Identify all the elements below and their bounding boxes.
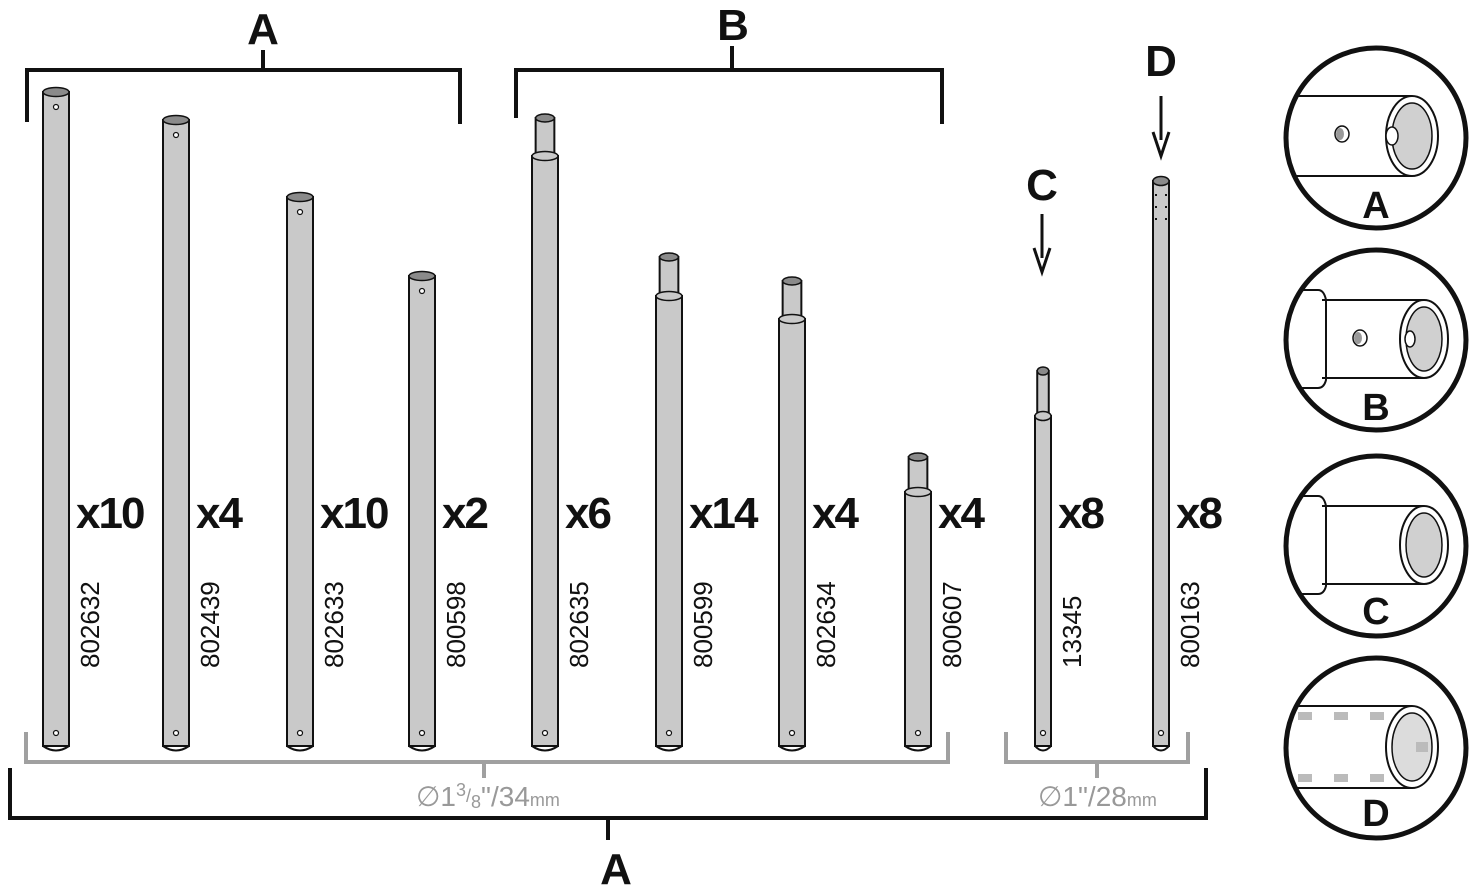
pole-hole bbox=[52, 103, 60, 111]
quantity-label: x14 bbox=[689, 489, 759, 538]
pole-body bbox=[778, 318, 806, 747]
quantity-label: x8 bbox=[1176, 489, 1222, 538]
detail-a-label: A bbox=[1362, 185, 1389, 227]
arrow-d-label: D bbox=[1145, 37, 1177, 86]
pole-hole bbox=[418, 287, 426, 295]
pole-800607 bbox=[904, 452, 932, 752]
part-number-label: 13345 bbox=[1057, 596, 1087, 668]
pole-body bbox=[904, 491, 932, 747]
pole-hole bbox=[52, 729, 60, 737]
pole-body bbox=[1034, 415, 1052, 747]
diameter-symbol-icon: ∅ bbox=[416, 781, 440, 812]
pole-hole bbox=[418, 729, 426, 737]
top-bracket-b-label: B bbox=[717, 1, 749, 50]
quantity-label: x10 bbox=[76, 489, 144, 538]
pole-hole bbox=[541, 729, 549, 737]
arrow-down-icon bbox=[1151, 131, 1171, 161]
top-bracket-a-label: A bbox=[247, 5, 279, 54]
quantity-label: x10 bbox=[320, 489, 388, 538]
detail-d-label: D bbox=[1362, 793, 1389, 835]
pole-body bbox=[286, 196, 314, 747]
top-bracket-b: B bbox=[514, 1, 944, 124]
pole-body bbox=[1152, 180, 1170, 747]
arrow-c: C bbox=[1026, 161, 1058, 277]
pole-hole bbox=[1039, 729, 1047, 737]
bottom-bracket-a: A bbox=[8, 768, 1208, 886]
diameter-small-label: ∅1"/28mm bbox=[1038, 781, 1157, 812]
detail-c: C bbox=[1283, 453, 1469, 639]
diameter-bracket-large: ∅13/8"/34mm bbox=[24, 732, 950, 812]
pole-hole bbox=[788, 729, 796, 737]
detail-c-label: C bbox=[1362, 591, 1389, 633]
part-number-label: 802633 bbox=[319, 581, 349, 668]
pole-body bbox=[42, 91, 70, 747]
pole-hole bbox=[296, 729, 304, 737]
detail-a: A bbox=[1283, 45, 1469, 231]
quantity-label: x6 bbox=[565, 489, 610, 538]
pole-hole bbox=[914, 729, 922, 737]
pole-hole bbox=[1157, 729, 1165, 737]
diameter-bracket-small: ∅1"/28mm bbox=[1004, 732, 1190, 812]
poles-group bbox=[42, 86, 1170, 752]
pole-13345 bbox=[1034, 366, 1052, 752]
part-number-label: 802439 bbox=[195, 581, 225, 668]
pole-802633 bbox=[286, 191, 314, 752]
bottom-bracket-a-label: A bbox=[600, 845, 632, 886]
quantity-label: x4 bbox=[938, 489, 985, 538]
pole-802635 bbox=[531, 113, 559, 752]
part-number-label: 800598 bbox=[441, 581, 471, 668]
diameter-symbol-icon: ∅ bbox=[1038, 781, 1062, 812]
quantity-label: x4 bbox=[196, 489, 243, 538]
pole-body bbox=[531, 155, 559, 747]
part-number-label: 800163 bbox=[1175, 581, 1205, 668]
quantity-labels: x10 x4 x10 x2 x6 x14 x4 x4 x8 x8 bbox=[76, 489, 1224, 538]
detail-d: D bbox=[1283, 655, 1469, 841]
part-number-labels: 802632 802439 802633 800598 802635 800599 8026… bbox=[75, 581, 1205, 668]
pole-body bbox=[655, 295, 683, 747]
diameter-large-label: ∅13/8"/34mm bbox=[416, 780, 560, 812]
tube-end-with-slots-icon bbox=[1288, 705, 1439, 789]
part-number-label: 800599 bbox=[688, 581, 718, 668]
pole-hole bbox=[665, 729, 673, 737]
part-number-label: 802634 bbox=[811, 581, 841, 668]
arrow-down-icon bbox=[1032, 247, 1052, 277]
quantity-label: x8 bbox=[1058, 489, 1104, 538]
pole-800598 bbox=[408, 270, 436, 752]
pole-800599 bbox=[655, 252, 683, 752]
pole-800163 bbox=[1152, 175, 1170, 752]
detail-b-label: B bbox=[1362, 387, 1389, 429]
pole-802439 bbox=[162, 114, 190, 752]
pole-hole bbox=[172, 131, 180, 139]
pole-hole bbox=[172, 729, 180, 737]
part-number-label: 800607 bbox=[937, 581, 967, 668]
swaged-tube-end-icon bbox=[1288, 495, 1449, 595]
part-number-label: 802635 bbox=[564, 581, 594, 668]
detail-b: B bbox=[1283, 247, 1469, 433]
pole-hole bbox=[296, 208, 304, 216]
arrow-c-label: C bbox=[1026, 161, 1058, 210]
swaged-tube-end-with-hole-icon bbox=[1288, 289, 1449, 389]
arrow-d: D bbox=[1145, 37, 1177, 161]
pole-802632 bbox=[42, 86, 70, 752]
pole-802634 bbox=[778, 276, 806, 752]
part-number-label: 802632 bbox=[75, 581, 105, 668]
quantity-label: x2 bbox=[442, 489, 487, 538]
top-bracket-a: A bbox=[25, 5, 462, 124]
pole-body bbox=[162, 119, 190, 747]
tube-end-with-hole-icon bbox=[1288, 95, 1439, 177]
quantity-label: x4 bbox=[812, 489, 859, 538]
pole-body bbox=[408, 275, 436, 747]
